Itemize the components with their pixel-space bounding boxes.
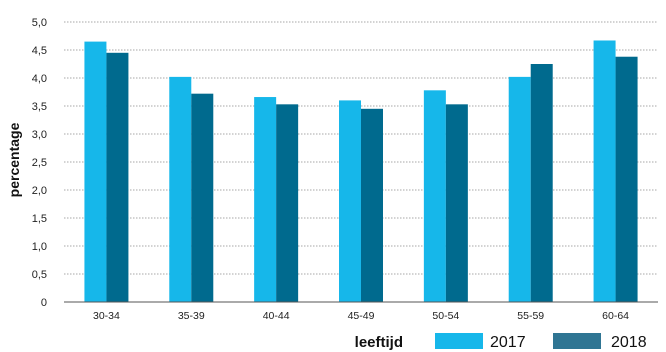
y-tick-label: 3,5	[32, 101, 47, 113]
bar-2017-50-54	[423, 90, 446, 302]
legend-swatch-2018	[553, 333, 601, 349]
y-tick-label: 4,0	[32, 73, 47, 85]
x-tick-label: 30-34	[93, 310, 120, 322]
bar-2017-45-49	[339, 100, 361, 303]
bar-2018-40-44	[276, 104, 299, 302]
x-tick-label: 40-44	[263, 310, 290, 322]
bar-2017-30-34	[84, 41, 107, 302]
legend-label-2018: 2018	[611, 334, 647, 351]
x-tick-label: 45-49	[348, 310, 375, 322]
y-tick-label: 0	[41, 297, 47, 309]
bar-2017-55-59	[508, 76, 531, 302]
y-tick-label: 2,0	[32, 185, 47, 197]
bar-2018-30-34	[106, 52, 129, 302]
y-tick-label: 2,5	[32, 157, 47, 169]
y-tick-labels: 0 0,5 1,0 1,5 2,0 2,5 3,0 3,5 4,0 4,5 5,0	[32, 17, 47, 309]
bar-2017-40-44	[254, 97, 277, 302]
y-axis-title: percentage	[6, 122, 22, 197]
x-axis-title: leeftijd	[355, 334, 403, 351]
y-tick-label: 0,5	[32, 269, 47, 281]
bars	[84, 40, 638, 303]
bar-2018-60-64	[615, 56, 638, 302]
y-tick-label: 4,5	[32, 45, 47, 57]
bar-2017-35-39	[169, 76, 192, 302]
bar-2018-50-54	[445, 104, 468, 302]
y-tick-label: 1,0	[32, 241, 47, 253]
bar-2017-60-64	[593, 40, 616, 302]
legend: 2017 2018	[435, 333, 647, 351]
bar-2018-35-39	[191, 93, 214, 303]
y-tick-label: 3,0	[32, 129, 47, 141]
x-tick-labels: 30-34 35-39 40-44 45-49 50-54 55-59 60-64	[93, 310, 629, 322]
bar-2018-45-49	[361, 108, 383, 302]
bar-2018-55-59	[530, 64, 553, 302]
y-tick-label: 5,0	[32, 17, 47, 29]
x-tick-label: 50-54	[432, 310, 459, 322]
x-tick-label: 60-64	[602, 310, 629, 322]
legend-label-2017: 2017	[490, 334, 526, 351]
x-tick-label: 55-59	[517, 310, 544, 322]
y-tick-label: 1,5	[32, 213, 47, 225]
legend-swatch-2017	[435, 333, 483, 349]
x-tick-label: 35-39	[178, 310, 205, 322]
